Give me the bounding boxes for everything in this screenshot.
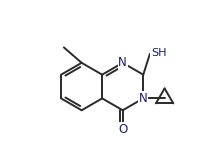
Text: N: N	[139, 92, 148, 105]
Text: N: N	[118, 56, 127, 69]
Text: O: O	[118, 123, 127, 136]
Text: SH: SH	[151, 48, 166, 58]
